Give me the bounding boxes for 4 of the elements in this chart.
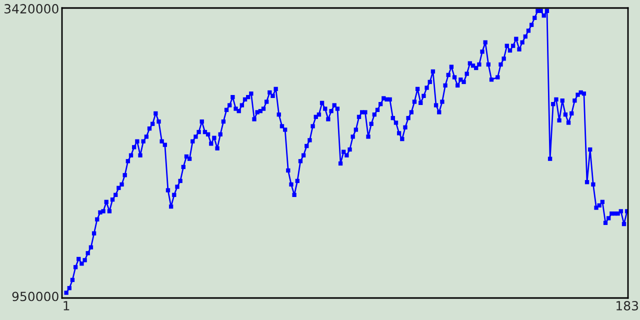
y-tick-label: 3420000 — [4, 4, 58, 14]
x-tick-label: 1 — [64, 301, 70, 310]
x-tick-label: 183 — [616, 301, 638, 310]
y-tick-label: 950000 — [12, 292, 58, 302]
